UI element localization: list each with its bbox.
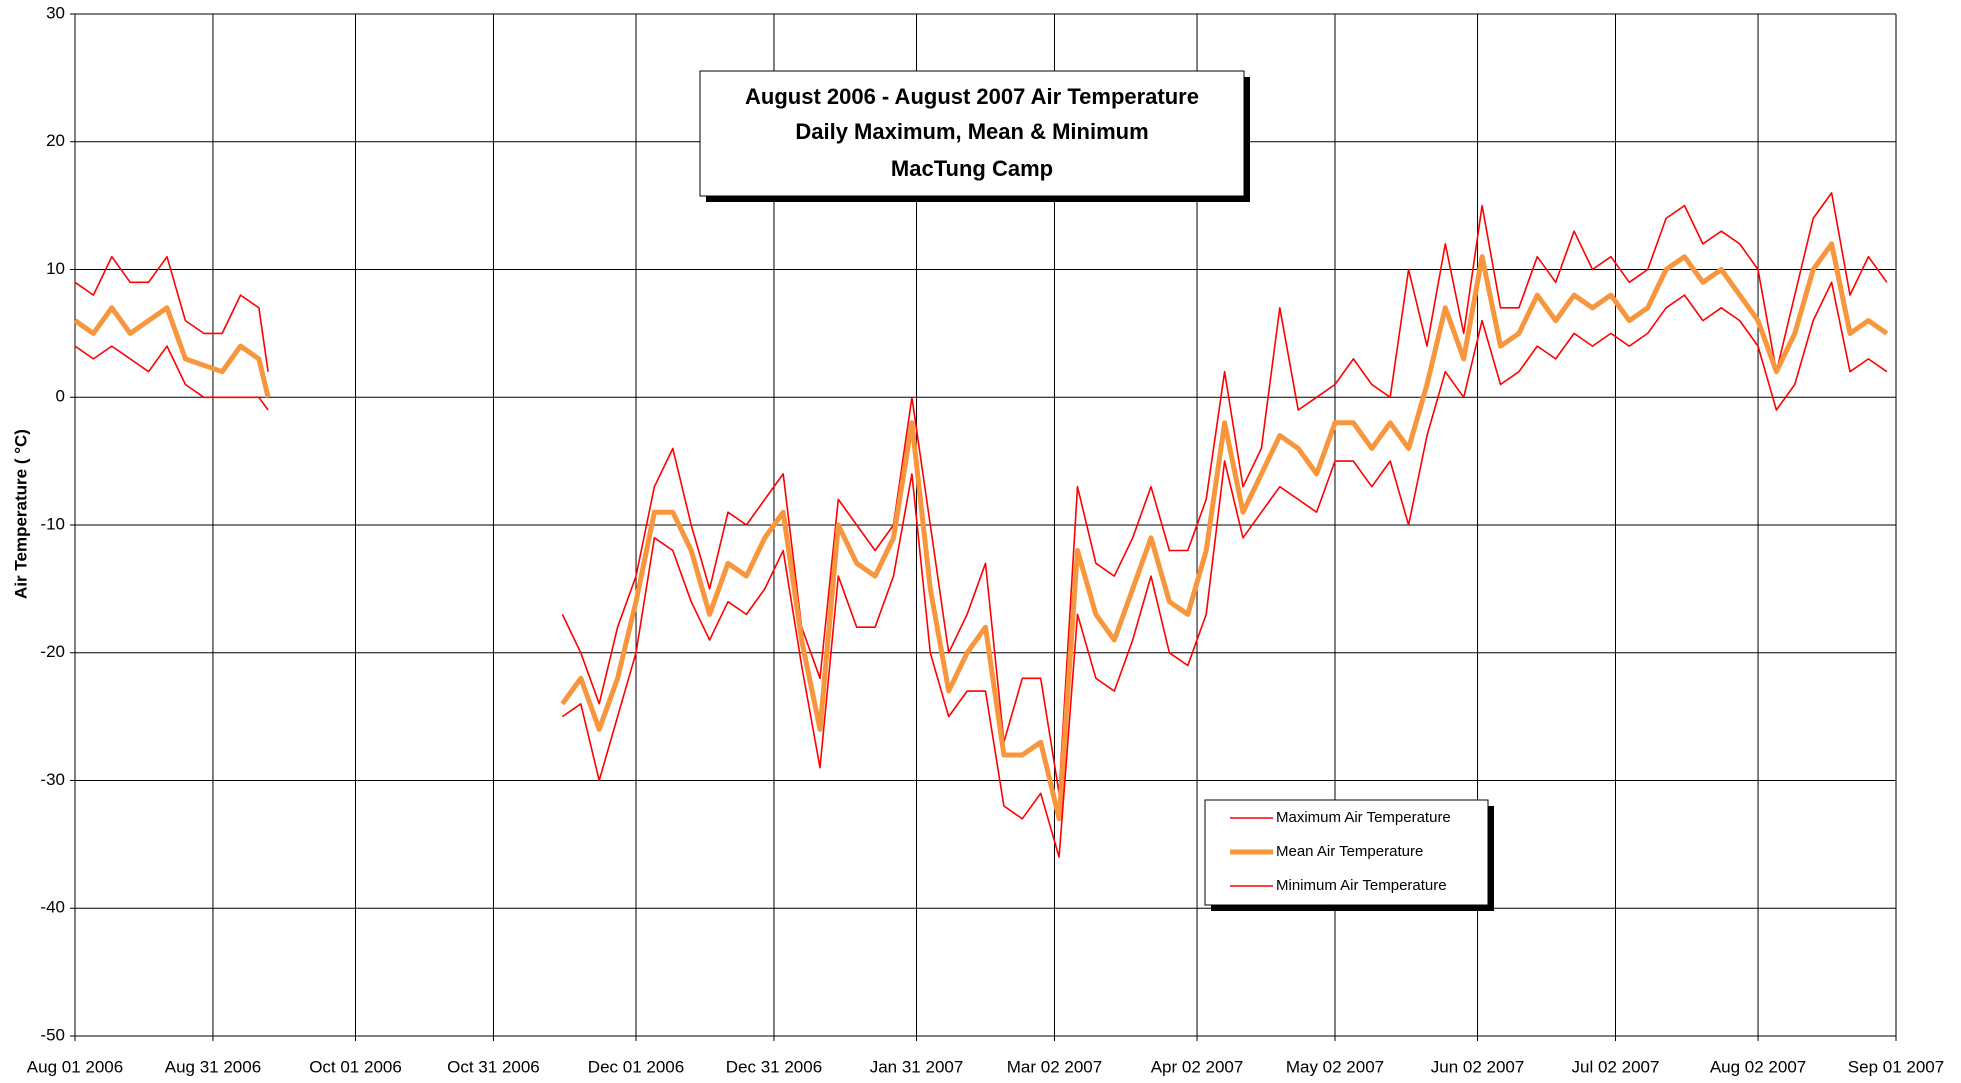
y-tick-label: -40 bbox=[40, 898, 65, 917]
series-line bbox=[73, 241, 1889, 822]
y-tick-label: -20 bbox=[40, 642, 65, 661]
series-line bbox=[74, 281, 1888, 858]
chart-site: MacTung Camp bbox=[891, 156, 1053, 181]
x-tick-label: Dec 01 2006 bbox=[588, 1057, 684, 1076]
x-tick-label: Oct 31 2006 bbox=[447, 1057, 540, 1076]
y-tick-label: 20 bbox=[46, 131, 65, 150]
x-tick-label: Jul 02 2007 bbox=[1572, 1057, 1660, 1076]
x-tick-label: May 02 2007 bbox=[1286, 1057, 1384, 1076]
y-tick-label: -10 bbox=[40, 514, 65, 533]
x-tick-label: Aug 31 2006 bbox=[165, 1057, 261, 1076]
y-tick-label: 10 bbox=[46, 259, 65, 278]
legend-label: Minimum Air Temperature bbox=[1276, 877, 1447, 894]
y-tick-label: -30 bbox=[40, 770, 65, 789]
title-box bbox=[699, 70, 1245, 197]
x-tick-label: Oct 01 2006 bbox=[309, 1057, 402, 1076]
legend-label: Maximum Air Temperature bbox=[1276, 809, 1451, 826]
x-tick-label: Aug 01 2006 bbox=[27, 1057, 123, 1076]
y-tick-label: 0 bbox=[56, 387, 65, 406]
series-line bbox=[74, 192, 1888, 795]
x-tick-label: Jun 02 2007 bbox=[1431, 1057, 1525, 1076]
y-tick-label: -50 bbox=[40, 1025, 65, 1044]
legend-label: Mean Air Temperature bbox=[1276, 843, 1423, 860]
x-tick-label: Mar 02 2007 bbox=[1007, 1057, 1102, 1076]
chart-subtitle: Daily Maximum, Mean & Minimum bbox=[795, 119, 1148, 144]
x-tick-label: Sep 01 2007 bbox=[1848, 1057, 1944, 1076]
x-tick-label: Aug 02 2007 bbox=[1710, 1057, 1806, 1076]
y-axis-label: Air Temperature ( °C) bbox=[11, 429, 30, 599]
x-tick-label: Jan 31 2007 bbox=[870, 1057, 964, 1076]
y-tick-label: 30 bbox=[46, 3, 65, 22]
x-tick-label: Apr 02 2007 bbox=[1151, 1057, 1244, 1076]
chart-title: August 2006 - August 2007 Air Temperatur… bbox=[745, 84, 1199, 109]
x-tick-label: Dec 31 2006 bbox=[726, 1057, 822, 1076]
